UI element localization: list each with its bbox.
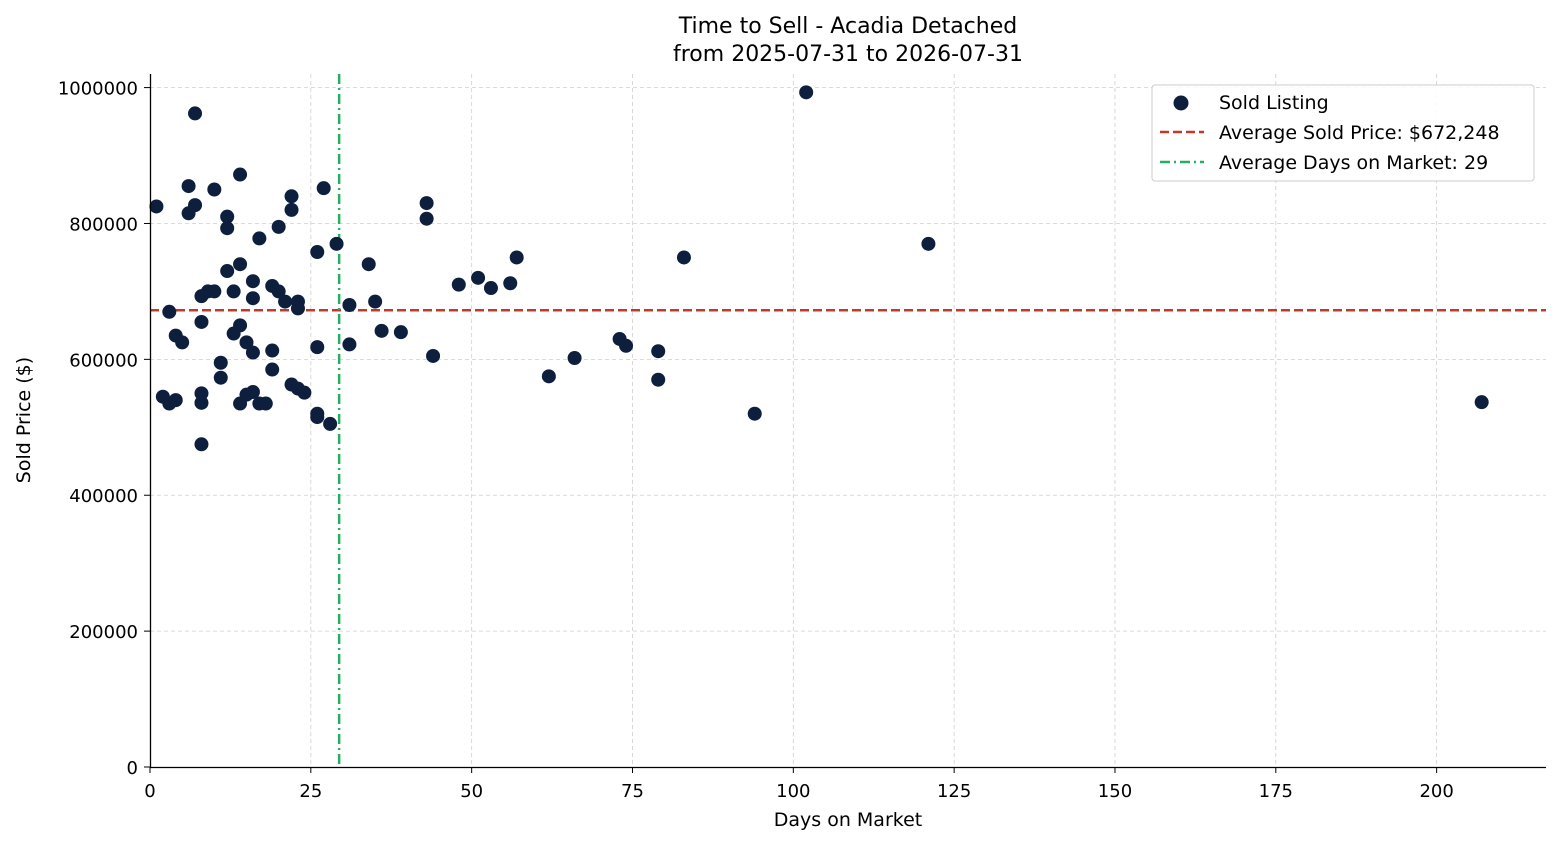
data-point bbox=[271, 284, 286, 299]
data-point bbox=[278, 294, 293, 309]
y-tick-label: 0 bbox=[127, 758, 138, 779]
x-axis-label: Days on Market bbox=[774, 809, 922, 831]
x-tick-labels: 0 25 50 75 100 125 150 175 200 bbox=[144, 767, 1454, 802]
data-point bbox=[213, 370, 228, 385]
data-point bbox=[226, 284, 241, 299]
data-point bbox=[419, 211, 434, 226]
data-point bbox=[271, 219, 286, 234]
data-point bbox=[213, 355, 228, 370]
y-tick-label: 800000 bbox=[69, 214, 138, 235]
data-point bbox=[747, 406, 762, 421]
data-point bbox=[220, 209, 235, 224]
y-axis-label: Sold Price ($) bbox=[13, 357, 35, 483]
data-points bbox=[149, 85, 1489, 452]
y-tick-label: 200000 bbox=[69, 622, 138, 643]
data-point bbox=[426, 348, 441, 363]
data-point bbox=[483, 281, 498, 296]
data-point bbox=[284, 202, 299, 217]
x-tick-label: 0 bbox=[144, 781, 155, 802]
data-point bbox=[252, 231, 267, 246]
x-tick-label: 175 bbox=[1259, 781, 1293, 802]
data-point bbox=[233, 318, 248, 333]
data-point bbox=[361, 257, 376, 272]
data-point bbox=[220, 264, 235, 279]
data-point bbox=[503, 276, 518, 291]
data-point bbox=[284, 189, 299, 204]
data-point bbox=[451, 277, 466, 292]
data-point bbox=[323, 416, 338, 431]
data-point bbox=[258, 396, 273, 411]
x-tick-label: 150 bbox=[1098, 781, 1132, 802]
data-point bbox=[194, 437, 209, 452]
data-point bbox=[245, 345, 260, 360]
data-point bbox=[245, 291, 260, 306]
data-point bbox=[342, 337, 357, 352]
data-point bbox=[233, 167, 248, 182]
data-point bbox=[419, 196, 434, 211]
data-point bbox=[676, 250, 691, 265]
legend-label-average-price: Average Sold Price: $672,248 bbox=[1219, 122, 1500, 144]
data-point bbox=[290, 301, 305, 316]
data-point bbox=[265, 362, 280, 377]
data-point bbox=[310, 340, 325, 355]
data-point bbox=[509, 250, 524, 265]
data-point bbox=[245, 384, 260, 399]
y-tick-labels: 0 200000 400000 600000 800000 1000000 bbox=[58, 79, 150, 779]
legend-label-average-days: Average Days on Market: 29 bbox=[1219, 152, 1488, 174]
legend-box bbox=[1151, 84, 1535, 182]
x-tick-label: 25 bbox=[299, 781, 322, 802]
data-point bbox=[265, 343, 280, 358]
x-tick-label: 75 bbox=[621, 781, 644, 802]
reference-lines bbox=[150, 74, 1546, 767]
data-point bbox=[541, 369, 556, 384]
data-point bbox=[297, 385, 312, 400]
data-point bbox=[651, 372, 666, 387]
y-tick-label: 400000 bbox=[69, 486, 138, 507]
data-point bbox=[310, 245, 325, 260]
y-tick-label: 600000 bbox=[69, 350, 138, 371]
data-point bbox=[194, 314, 209, 329]
data-point bbox=[374, 323, 389, 338]
data-point bbox=[619, 338, 634, 353]
data-point bbox=[567, 350, 582, 365]
data-point bbox=[220, 221, 235, 236]
chart-title: Time to Sell - Acadia Detached bbox=[678, 14, 1017, 39]
x-tick-label: 100 bbox=[776, 781, 810, 802]
data-point bbox=[921, 236, 936, 251]
data-point bbox=[233, 257, 248, 272]
data-point bbox=[188, 106, 203, 121]
data-point bbox=[207, 182, 222, 197]
data-point bbox=[162, 304, 177, 319]
legend-marker-sold-listing bbox=[1173, 95, 1189, 111]
data-point bbox=[393, 325, 408, 340]
data-point bbox=[342, 298, 357, 312]
data-point bbox=[175, 335, 190, 350]
data-point bbox=[207, 284, 222, 299]
x-tick-label: 200 bbox=[1419, 781, 1453, 802]
data-point bbox=[651, 344, 666, 359]
legend-label-sold-listing: Sold Listing bbox=[1219, 92, 1329, 114]
data-point bbox=[188, 198, 203, 213]
chart-subtitle: from 2025-07-31 to 2026-07-31 bbox=[673, 42, 1023, 67]
data-point bbox=[310, 410, 325, 425]
data-point bbox=[194, 395, 209, 410]
data-point bbox=[245, 274, 260, 289]
x-tick-label: 125 bbox=[937, 781, 971, 802]
data-point bbox=[316, 181, 331, 196]
data-point bbox=[1474, 395, 1489, 410]
data-point bbox=[368, 294, 383, 309]
data-point bbox=[181, 179, 196, 194]
y-tick-label: 1000000 bbox=[58, 79, 138, 100]
legend: Sold Listing Average Sold Price: $672,24… bbox=[1151, 84, 1535, 182]
data-point bbox=[799, 85, 814, 100]
data-point bbox=[471, 270, 486, 285]
data-point bbox=[239, 335, 254, 350]
data-point bbox=[149, 199, 164, 214]
data-point bbox=[329, 236, 344, 251]
data-point bbox=[168, 393, 183, 408]
x-tick-label: 50 bbox=[460, 781, 483, 802]
